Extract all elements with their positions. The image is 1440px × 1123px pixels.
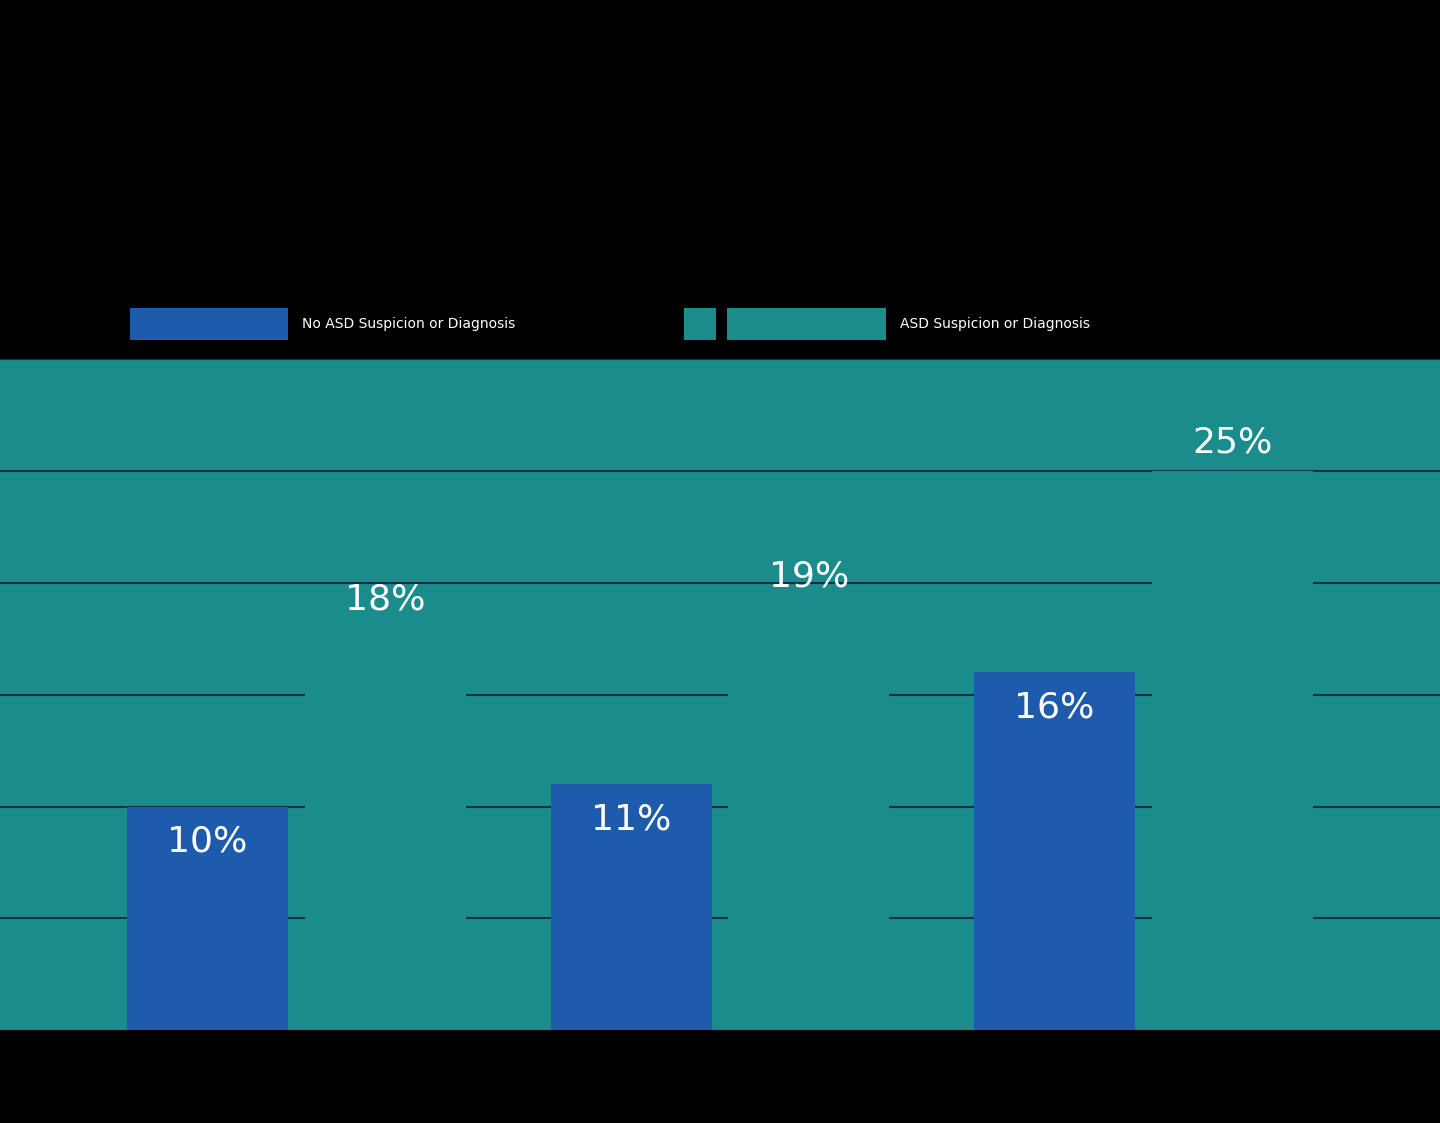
Bar: [973, 673, 1135, 1031]
Bar: [727, 308, 886, 340]
Text: 11%: 11%: [590, 802, 671, 837]
Bar: [127, 806, 288, 1031]
Bar: [550, 784, 711, 1031]
Bar: [729, 605, 890, 1031]
Text: 10%: 10%: [167, 824, 248, 858]
Bar: [1152, 471, 1313, 1031]
Bar: [305, 628, 467, 1031]
Text: 16%: 16%: [1014, 691, 1094, 724]
Text: No ASD Suspicion or Diagnosis: No ASD Suspicion or Diagnosis: [302, 317, 516, 331]
Bar: [684, 308, 716, 340]
Text: ASD Suspicion or Diagnosis: ASD Suspicion or Diagnosis: [900, 317, 1090, 331]
Text: 25%: 25%: [1192, 426, 1273, 459]
Text: 19%: 19%: [769, 560, 850, 594]
Text: 18%: 18%: [346, 583, 426, 617]
Bar: [130, 308, 288, 340]
